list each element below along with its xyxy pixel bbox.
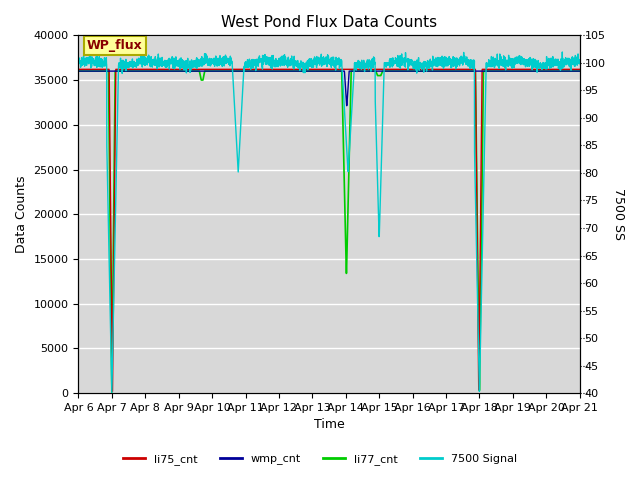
X-axis label: Time: Time	[314, 419, 344, 432]
Y-axis label: Data Counts: Data Counts	[15, 176, 28, 253]
Y-axis label: 7500 SS: 7500 SS	[612, 188, 625, 240]
Text: WP_flux: WP_flux	[87, 39, 143, 52]
Legend: li75_cnt, wmp_cnt, li77_cnt, 7500 Signal: li75_cnt, wmp_cnt, li77_cnt, 7500 Signal	[118, 450, 522, 469]
Title: West Pond Flux Data Counts: West Pond Flux Data Counts	[221, 15, 437, 30]
